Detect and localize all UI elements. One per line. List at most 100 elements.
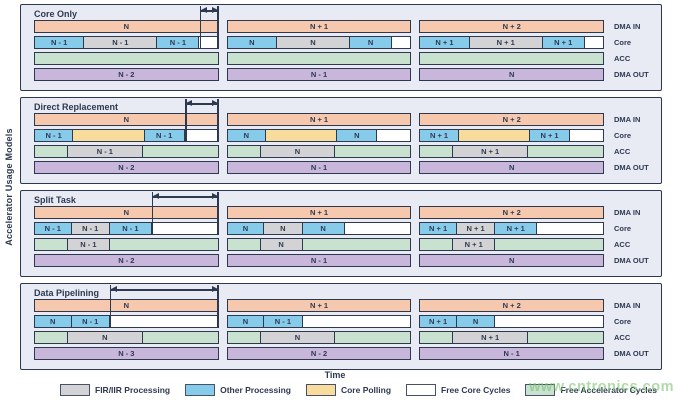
segment-dma_in: N + 2 — [420, 300, 604, 311]
panel-title: Split Task — [34, 195, 76, 205]
row-label: ACC — [614, 54, 631, 63]
row-label: Core — [614, 224, 632, 233]
legend-label: Core Polling — [340, 385, 392, 395]
segment-dma_in: N — [35, 114, 218, 125]
row-label: DMA IN — [614, 22, 641, 31]
segment-other: N - 1 — [264, 316, 303, 327]
legend-swatch — [185, 384, 216, 396]
segment-free_acc — [495, 239, 603, 250]
segment-dma_in: N + 1 — [227, 207, 411, 218]
legend-label: FIR/IIR Processing — [95, 385, 171, 395]
arrow-line — [201, 10, 218, 12]
arrow-head-icon — [201, 7, 208, 14]
segment-other: N — [227, 130, 267, 141]
segment-fir: N — [260, 146, 336, 157]
row-labels: DMA IN Core ACC DMA OUT — [612, 20, 656, 81]
row-labels: DMA IN Core ACC DMA OUT — [612, 299, 656, 360]
segment-free_acc — [227, 239, 261, 250]
acc-bar: N - 1 — [34, 145, 219, 158]
legend-label: Free Accelerator Cycles — [560, 385, 658, 395]
segment-free_acc — [420, 146, 454, 157]
dma-in-bar: N + 2 — [419, 113, 605, 126]
x-axis-label: Time — [324, 370, 346, 380]
legend-item-core-polling: Core Polling — [305, 384, 392, 396]
segment-fir: N - 1 — [67, 146, 143, 157]
segment-free_core — [184, 130, 218, 141]
acc-bar: N — [226, 145, 412, 158]
segment-dma_out: N - 1 — [420, 348, 604, 359]
segment-free_acc — [420, 332, 454, 343]
segment-free_core — [302, 316, 411, 327]
arrow-head-icon — [211, 193, 218, 200]
segment-free_core — [151, 223, 218, 234]
segment-dma_out: N — [420, 69, 604, 80]
segment-dma_in: N + 1 — [227, 21, 411, 32]
segment-polling — [73, 130, 145, 141]
acc-bar — [226, 52, 412, 65]
segment-other: N — [350, 37, 393, 48]
arrow-dropline — [152, 192, 154, 235]
core-bar: N + 1 N + 1 — [419, 129, 605, 142]
row-label: DMA OUT — [614, 70, 649, 79]
segment-free_acc — [227, 53, 411, 64]
segment-free_core — [392, 37, 411, 48]
row-label: DMA OUT — [614, 163, 649, 172]
segment-free_acc — [420, 239, 454, 250]
acc-bar: N - 1 — [34, 238, 219, 251]
segment-dma_in: N + 2 — [420, 207, 604, 218]
row-label: Core — [614, 131, 632, 140]
legend-label: Free Core Cycles — [441, 385, 511, 395]
row-label: Core — [614, 317, 632, 326]
segment-dma_out: N — [420, 162, 604, 173]
segment-other: N — [337, 130, 378, 141]
dma-out-bar: N — [419, 161, 605, 174]
arrow-line — [186, 103, 218, 105]
segment-dma_in: N — [35, 21, 218, 32]
arrow-dropline — [109, 285, 111, 328]
free-cycles-arrow — [185, 99, 219, 142]
segment-other: N + 1 — [495, 223, 538, 234]
segment-dma_in: N + 1 — [227, 114, 411, 125]
arrow-line — [110, 289, 218, 291]
segment-free_core — [570, 130, 603, 141]
dma-out-bar: N — [419, 68, 605, 81]
segment-free_core — [109, 316, 218, 327]
segment-other: N - 1 — [35, 223, 72, 234]
segment-free_acc — [227, 332, 261, 343]
arrow-dropline — [217, 99, 219, 142]
segment-fir: N + 1 — [453, 146, 529, 157]
free-cycles-arrow — [152, 192, 219, 235]
dma-out-bar: N - 2 — [226, 347, 412, 360]
segment-other: N - 1 — [35, 130, 74, 141]
core-bar: N - 1 N - 1 — [34, 129, 219, 142]
segment-fir: N + 1 — [469, 37, 543, 48]
segment-dma_out: N — [420, 255, 604, 266]
arrow-line — [153, 196, 218, 198]
panel-title: Core Only — [34, 9, 78, 19]
acc-bar: N + 1 — [419, 331, 605, 344]
segment-dma_out: N - 2 — [227, 348, 411, 359]
acc-bar — [34, 52, 219, 65]
segment-free_acc — [420, 53, 604, 64]
segment-other: N + 1 — [420, 223, 457, 234]
arrow-dropline — [217, 192, 219, 235]
arrow-head-icon — [186, 100, 193, 107]
acc-bar: N — [34, 331, 219, 344]
arrow-head-icon — [110, 286, 117, 293]
segment-free_acc — [109, 239, 218, 250]
